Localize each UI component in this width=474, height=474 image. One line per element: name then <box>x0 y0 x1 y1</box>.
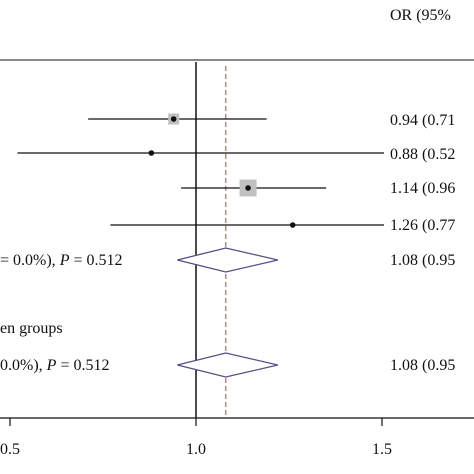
between-groups-label: en groups <box>0 320 63 337</box>
study-2-point <box>148 150 155 156</box>
subtotal-label: = 0.0%), P = 0.512 <box>0 252 123 269</box>
overall-estimate-text: 1.08 (0.95 <box>390 357 455 374</box>
or-column-header: OR (95% <box>390 7 451 24</box>
study-4-estimate-text: 1.26 (0.77 <box>390 217 455 234</box>
overall-label: 0.0%), P = 0.512 <box>0 357 109 374</box>
study-4-point <box>289 222 296 228</box>
x-tick-label-1: 0.5 <box>0 441 20 458</box>
study-2-estimate-text: 0.88 (0.52 <box>390 146 455 163</box>
study-1-point <box>170 116 177 122</box>
x-axis: 0.5 1.0 1.5 <box>0 417 474 458</box>
study-3-point <box>245 185 251 191</box>
study-1-estimate-text: 0.94 (0.71 <box>390 112 455 129</box>
subtotal-diamond <box>177 247 278 273</box>
x-tick-label-3: 1.5 <box>372 441 392 458</box>
study-3-estimate-text: 1.14 (0.96 <box>390 180 455 197</box>
plot-marks <box>17 62 384 418</box>
subtotal-estimate-text: 1.08 (0.95 <box>390 252 455 269</box>
overall-diamond <box>177 352 278 378</box>
x-tick-label-2: 1.0 <box>186 441 206 458</box>
